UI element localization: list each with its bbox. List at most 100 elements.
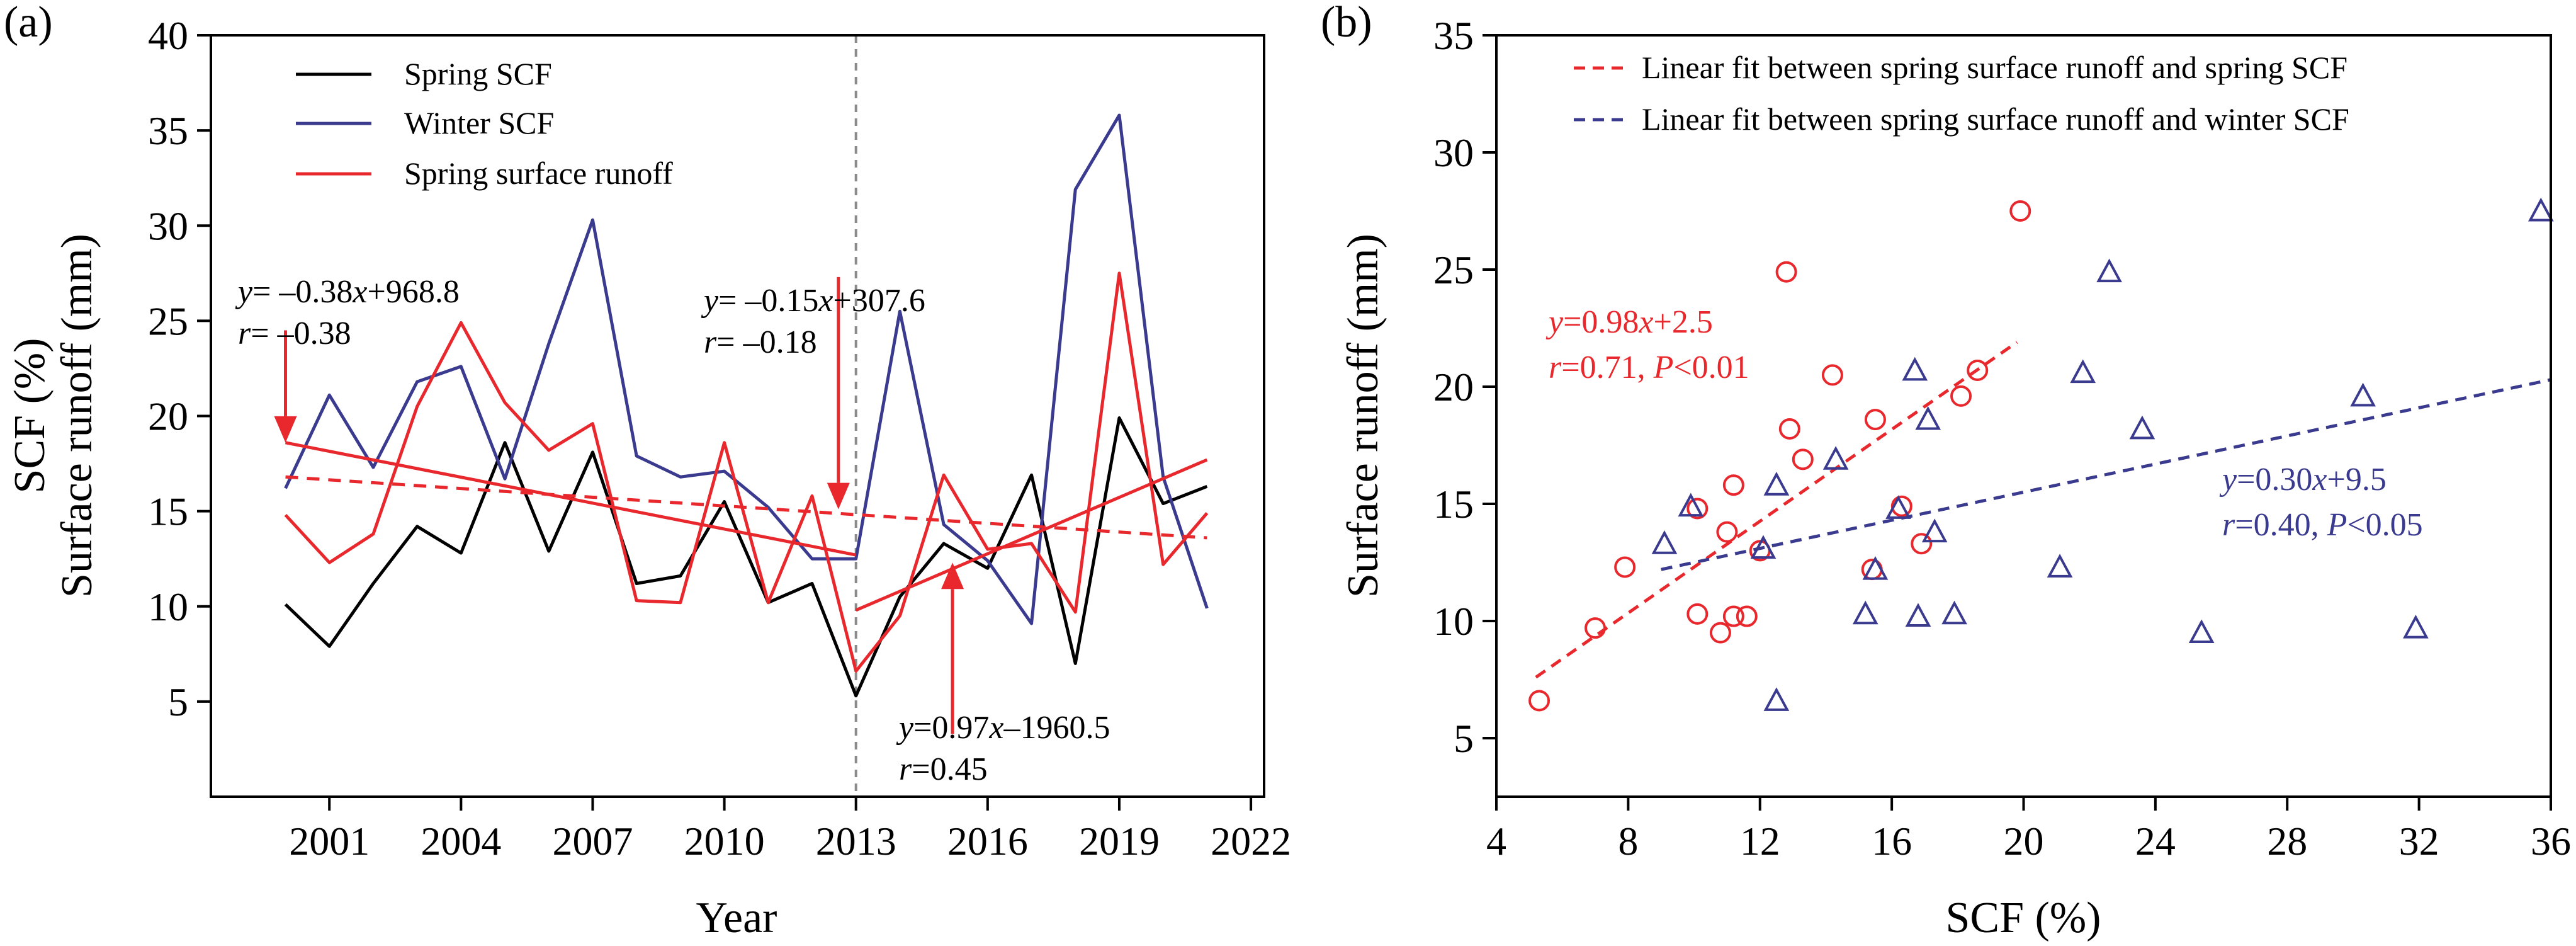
panel-b-point-spring xyxy=(1778,418,1800,440)
panel-b-point-winter xyxy=(1941,600,1967,625)
panel-a-y-tick-label: 35 xyxy=(148,108,188,153)
panel-b-point-spring xyxy=(1821,364,1843,386)
panel-b-x-tick-label: 28 xyxy=(2267,819,2307,863)
panel-a-y-axis-label-scf: SCF (%) xyxy=(6,338,54,494)
panel-a-y-tick-label: 30 xyxy=(148,203,188,248)
panel-b-winter-fit-line xyxy=(1661,378,2551,571)
panel-a-x-tick-label: 2007 xyxy=(552,819,633,863)
panel-a-y-axis-label-runoff: Surface runoff (mm) xyxy=(53,234,101,598)
panel-b-annotation-spring-eq: y=0.98x+2.5 xyxy=(1545,304,1713,340)
panel-a-spring-runoff-line xyxy=(284,271,1209,673)
panel-a-arrow-head xyxy=(274,416,297,443)
panel-b-x-axis-label: SCF (%) xyxy=(1946,894,2101,942)
panel-b-annotation-spring-stats: r=0.71, P<0.01 xyxy=(1549,350,1749,385)
panel-b-point-winter xyxy=(1915,406,1941,430)
panel-b-y-tick-label: 25 xyxy=(1433,248,1474,292)
panel-b-point-spring xyxy=(1775,261,1797,283)
panel-a-annotation-2-r: r= –0.18 xyxy=(704,324,817,360)
panel-a-spring-scf-line xyxy=(284,416,1208,698)
panel-b-point-spring xyxy=(1864,409,1886,431)
legend-label-winter-fit: Linear fit between spring surface runoff… xyxy=(1642,101,2349,137)
panel-a-y-tick-label: 15 xyxy=(148,489,188,534)
panel-a-plot-frame xyxy=(210,34,1265,798)
panel-b-x-tick-label: 8 xyxy=(1618,819,1638,863)
panel-b-annotation-winter-stats: r=0.40, P<0.05 xyxy=(2222,507,2423,543)
panel-b-point-winter xyxy=(2070,359,2096,384)
panel-a-annotation-1-r: r= –0.38 xyxy=(238,316,351,351)
panel-a-x-tick-label: 2022 xyxy=(1211,819,1291,863)
panel-b-point-winter xyxy=(2528,197,2554,222)
panel-b-point-winter xyxy=(1763,687,1790,711)
panel-b-point-winter xyxy=(1852,600,1878,625)
panel-b-point-spring xyxy=(1528,690,1551,712)
panel-b-x-tick-label: 20 xyxy=(2004,819,2044,863)
panel-a-x-tick-label: 2004 xyxy=(421,819,501,863)
panel-b-x-tick-label: 16 xyxy=(1872,819,1912,863)
panel-a-trend-lines xyxy=(285,441,1208,612)
panel-b-point-spring xyxy=(1911,533,1933,555)
panel-b-point-spring xyxy=(1736,605,1758,627)
panel-b-point-spring xyxy=(1967,359,1989,381)
panel-b-x-tick-label: 4 xyxy=(1486,819,1506,863)
panel-a-y-tick-label: 40 xyxy=(148,13,188,58)
panel-b-point-spring xyxy=(1614,556,1636,578)
panel-b-y-tick-label: 5 xyxy=(1454,716,1474,761)
panel-b-y-axis-label: Surface runoff (mm) xyxy=(1339,234,1387,598)
panel-b-point-winter xyxy=(1822,446,1849,470)
panel-a-annotation-2-eq: y= –0.15x+307.6 xyxy=(701,283,925,319)
panel-b-point-spring xyxy=(2009,200,2031,222)
panel-b-point-spring xyxy=(1686,498,1709,520)
panel-a-trend-line xyxy=(285,475,1207,540)
panel-a-legend: Spring SCF Winter SCF Spring surface run… xyxy=(296,56,673,191)
panel-b-point-winter xyxy=(2350,382,2376,407)
panel-b-y-tick-label: 30 xyxy=(1433,130,1474,175)
panel-b-point-winter xyxy=(1763,472,1790,496)
panel-a-x-tick-label: 2013 xyxy=(816,819,896,863)
panel-b-point-winter xyxy=(2403,614,2429,639)
panel-b-point-spring xyxy=(1792,448,1814,470)
panel-b-point-spring xyxy=(1950,385,1972,407)
panel-a-x-tick-label: 2001 xyxy=(289,819,370,863)
panel-b-points xyxy=(1528,197,2554,712)
panel-b-ticks: 4 8 12 16 20 24 28 32 36 5 10 15 20 25 30 35 xyxy=(1433,13,2571,863)
legend-label-spring-scf: Spring SCF xyxy=(404,56,552,91)
panel-a-arrow-head xyxy=(827,482,850,510)
panel-b-point-spring xyxy=(1722,605,1744,627)
panel-b-point-winter xyxy=(2096,258,2122,283)
panel-a-annotation-3-r: r=0.45 xyxy=(899,751,988,787)
panel-b-point-winter xyxy=(1651,530,1678,554)
panel-b-plot-frame xyxy=(1495,34,2552,798)
panel-b-point-winter xyxy=(2047,554,2073,578)
panel-a: (a) 2001 2004 2007 2010 2013 2016 2019 2022 5 10 1… xyxy=(4,0,1291,942)
panel-b-y-tick-label: 20 xyxy=(1433,365,1474,409)
panel-a-y-tick-label: 20 xyxy=(148,394,188,439)
panel-b-x-tick-label: 12 xyxy=(1740,819,1780,863)
panel-b-point-winter xyxy=(1678,493,1704,517)
panel-b-point-winter xyxy=(2188,619,2215,644)
panel-a-trend-line xyxy=(285,441,857,557)
panel-a-annotation-3-eq: y=0.97x–1960.5 xyxy=(896,710,1110,746)
panel-b-x-tick-label: 24 xyxy=(2135,819,2176,863)
panel-b-point-winter xyxy=(1921,518,1948,543)
panel-b-point-spring xyxy=(1890,495,1912,517)
panel-b-point-spring xyxy=(1709,622,1731,644)
panel-a-x-tick-label: 2010 xyxy=(684,819,765,863)
panel-b-fit-lines xyxy=(1535,341,2551,679)
legend-label-spring-runoff: Spring surface runoff xyxy=(404,156,673,191)
panel-b-point-winter xyxy=(1902,356,1928,381)
panel-a-x-axis-label: Year xyxy=(696,894,777,942)
panel-b-point-winter xyxy=(1905,603,1931,627)
panel-a-arrow-head xyxy=(941,562,964,590)
panel-b-point-spring xyxy=(1722,474,1744,496)
panel-a-ticks: 2001 2004 2007 2010 2013 2016 2019 2022 5 10 15 20 2… xyxy=(148,13,1291,863)
panel-b-point-winter xyxy=(1750,535,1777,559)
panel-a-annotation-1-eq: y= –0.38x+968.8 xyxy=(235,274,460,310)
panel-b-point-spring xyxy=(1716,521,1738,543)
panel-b-annotation-winter-eq: y=0.30x+9.5 xyxy=(2219,462,2387,498)
panel-a-y-tick-label: 25 xyxy=(148,299,188,343)
panel-b-point-winter xyxy=(1885,495,1911,519)
panel-b-legend: Linear fit between spring surface runoff… xyxy=(1574,50,2349,137)
panel-b-y-tick-label: 10 xyxy=(1433,599,1474,644)
panel-a-winter-scf-line xyxy=(284,113,1209,625)
